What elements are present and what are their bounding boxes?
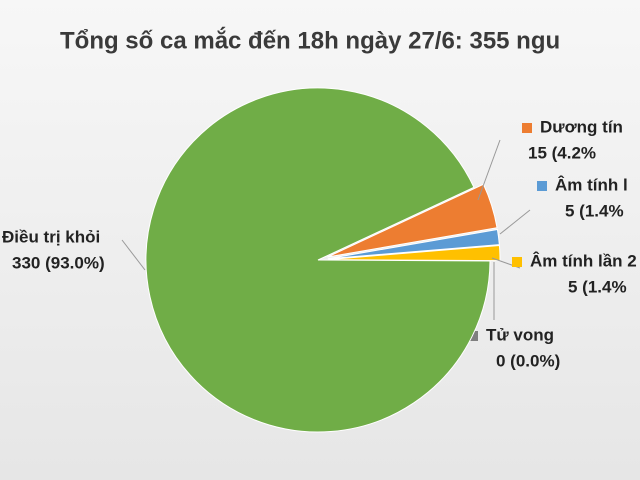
value-label: 0 (0.0%) — [496, 351, 560, 370]
pie-slice — [145, 87, 491, 433]
value-label: 5 (1.4% — [565, 201, 624, 220]
legend-key — [537, 181, 547, 191]
legend-key — [468, 331, 478, 341]
value-label: 330 (93.0%) — [12, 253, 105, 272]
slice-label: Dương tín — [540, 117, 623, 136]
legend-key — [512, 257, 522, 267]
slice-label: Tử vong — [486, 325, 554, 344]
leader-line — [121, 239, 146, 271]
pie-slice — [327, 228, 500, 260]
slice-label: Âm tính lần 2 — [530, 251, 637, 270]
value-label: 15 (4.2% — [528, 143, 596, 162]
slice-label: Điều trị khỏi — [2, 227, 100, 246]
chart-title: Tổng số ca mắc đến 18h ngày 27/6: 355 ng… — [60, 26, 560, 54]
slice-label: Âm tính l — [555, 175, 628, 194]
value-label: 5 (1.4% — [568, 277, 627, 296]
plot: Dương tín 15 (4.2% Âm tính l 5 (1.4% Âm tính… — [2, 87, 637, 433]
legend-key — [522, 123, 532, 133]
leader-line — [477, 139, 501, 201]
leader-line — [499, 209, 531, 235]
